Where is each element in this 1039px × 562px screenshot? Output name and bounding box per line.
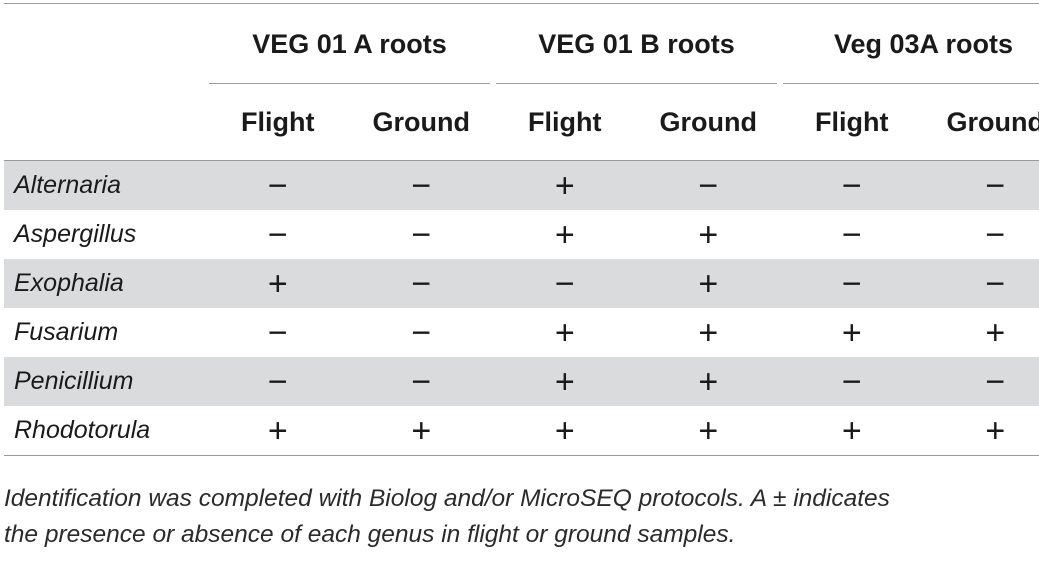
group-header-veg01b: VEG 01 B roots <box>493 4 780 84</box>
genus-presence-table: VEG 01 A roots VEG 01 B roots Veg 03A ro… <box>4 4 1039 456</box>
table-row: Fusarium−−++++ <box>4 308 1039 357</box>
subheader-cell: Flight <box>493 84 637 161</box>
group-header-veg03a: Veg 03A roots <box>780 4 1039 84</box>
presence-cell: − <box>924 259 1039 308</box>
genus-cell: Fusarium <box>4 308 206 357</box>
genus-cell: Alternaria <box>4 161 206 211</box>
presence-cell: + <box>924 406 1039 456</box>
presence-cell: + <box>637 357 781 406</box>
presence-cell: − <box>206 357 350 406</box>
genus-cell: Exophalia <box>4 259 206 308</box>
table-row: Penicillium−−++−− <box>4 357 1039 406</box>
presence-cell: − <box>924 357 1039 406</box>
group-underline <box>209 83 490 84</box>
group-header-label: Veg 03A roots <box>834 29 1013 59</box>
presence-cell: − <box>350 357 494 406</box>
genus-cell: Penicillium <box>4 357 206 406</box>
subheader-cell: Flight <box>206 84 350 161</box>
presence-cell: − <box>350 308 494 357</box>
corner-cell <box>4 84 206 161</box>
presence-cell: + <box>493 357 637 406</box>
subheader-row: Flight Ground Flight Ground Flight Groun… <box>4 84 1039 161</box>
group-header-label: VEG 01 A roots <box>252 29 447 59</box>
presence-cell: + <box>924 308 1039 357</box>
table-row: Alternaria−−+−−− <box>4 161 1039 211</box>
presence-cell: − <box>350 161 494 211</box>
presence-cell: − <box>780 210 924 259</box>
presence-cell: + <box>637 406 781 456</box>
presence-cell: + <box>493 308 637 357</box>
group-header-label: VEG 01 B roots <box>538 29 735 59</box>
presence-cell: + <box>493 210 637 259</box>
genus-cell: Aspergillus <box>4 210 206 259</box>
table-footnote: Identification was completed with Biolog… <box>4 481 1039 553</box>
table-row: Rhodotorula++++++ <box>4 406 1039 456</box>
presence-cell: + <box>206 259 350 308</box>
footnote-line: Identification was completed with Biolog… <box>4 481 1039 517</box>
presence-cell: − <box>780 357 924 406</box>
presence-cell: − <box>780 259 924 308</box>
presence-cell: − <box>206 210 350 259</box>
table-body: Alternaria−−+−−−Aspergillus−−++−−Exophal… <box>4 161 1039 456</box>
presence-cell: + <box>780 406 924 456</box>
subheader-cell: Ground <box>637 84 781 161</box>
presence-cell: − <box>350 210 494 259</box>
subheader-cell: Ground <box>350 84 494 161</box>
presence-cell: − <box>924 210 1039 259</box>
subheader-cell: Ground <box>924 84 1039 161</box>
group-header-row: VEG 01 A roots VEG 01 B roots Veg 03A ro… <box>4 4 1039 84</box>
presence-cell: + <box>493 161 637 211</box>
table-figure: VEG 01 A roots VEG 01 B roots Veg 03A ro… <box>0 3 1039 562</box>
presence-cell: − <box>780 161 924 211</box>
presence-cell: + <box>637 259 781 308</box>
group-header-veg01a: VEG 01 A roots <box>206 4 493 84</box>
presence-cell: − <box>493 259 637 308</box>
presence-cell: − <box>924 161 1039 211</box>
group-underline <box>783 83 1039 84</box>
table-row: Aspergillus−−++−− <box>4 210 1039 259</box>
presence-cell: + <box>206 406 350 456</box>
presence-cell: + <box>780 308 924 357</box>
presence-cell: + <box>493 406 637 456</box>
presence-cell: − <box>637 161 781 211</box>
presence-cell: + <box>637 308 781 357</box>
subheader-cell: Flight <box>780 84 924 161</box>
presence-cell: − <box>206 308 350 357</box>
presence-cell: + <box>350 406 494 456</box>
genus-cell: Rhodotorula <box>4 406 206 456</box>
presence-cell: − <box>206 161 350 211</box>
corner-cell <box>4 4 206 84</box>
table-row: Exophalia+−−+−− <box>4 259 1039 308</box>
presence-cell: − <box>350 259 494 308</box>
group-underline <box>496 83 777 84</box>
presence-cell: + <box>637 210 781 259</box>
footnote-line: the presence or absence of each genus in… <box>4 517 1039 553</box>
